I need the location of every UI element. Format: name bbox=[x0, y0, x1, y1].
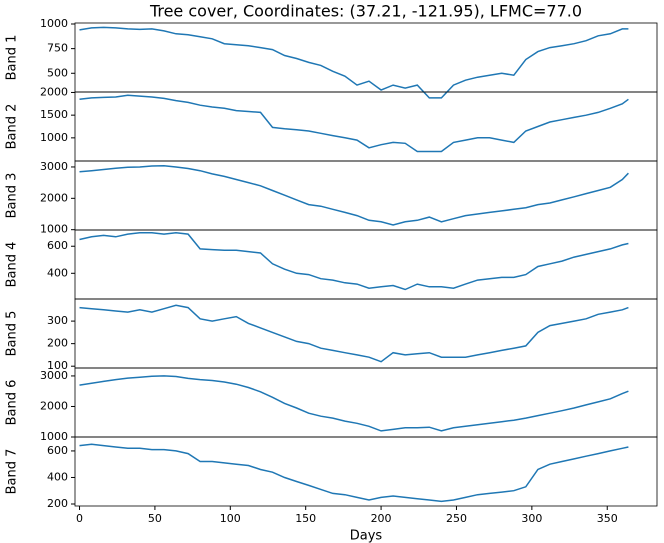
y-tick-label: 1000 bbox=[40, 131, 68, 144]
data-line bbox=[79, 231, 629, 291]
data-line bbox=[79, 164, 629, 226]
y-tick-label: 2000 bbox=[40, 85, 68, 98]
y-tick-label: 1000 bbox=[40, 430, 68, 443]
y-tick-label: 400 bbox=[47, 470, 68, 483]
x-tick-label: 300 bbox=[521, 512, 542, 525]
y-axis-label: Band 2 bbox=[5, 104, 20, 150]
data-line bbox=[79, 26, 629, 99]
y-tick-label: 3000 bbox=[40, 160, 68, 173]
x-axis-label: Days bbox=[350, 529, 383, 543]
y-axis-label: Band 7 bbox=[5, 449, 20, 495]
x-tick-label: 350 bbox=[597, 512, 618, 525]
y-tick-label: 2000 bbox=[40, 191, 68, 204]
data-line bbox=[79, 375, 629, 432]
y-tick-label: 600 bbox=[47, 239, 68, 252]
data-line bbox=[79, 443, 629, 503]
y-tick-label: 1000 bbox=[40, 223, 68, 236]
x-tick-label: 0 bbox=[76, 512, 83, 525]
axes-frame bbox=[74, 229, 658, 300]
y-tick-label: 300 bbox=[47, 314, 68, 327]
y-tick-label: 500 bbox=[47, 66, 68, 79]
y-tick-label: 3000 bbox=[40, 369, 68, 382]
y-tick-label: 200 bbox=[47, 497, 68, 510]
y-tick-label: 600 bbox=[47, 444, 68, 457]
data-line bbox=[79, 304, 629, 363]
y-tick-label: 2000 bbox=[40, 399, 68, 412]
y-axis-label: Band 6 bbox=[5, 380, 20, 426]
data-line bbox=[79, 94, 629, 153]
y-tick-label: 200 bbox=[47, 337, 68, 350]
chart-title: Tree cover, Coordinates: (37.21, -121.95… bbox=[149, 2, 582, 21]
y-tick-label: 750 bbox=[47, 42, 68, 55]
y-axis-label: Band 1 bbox=[5, 35, 20, 81]
x-tick-label: 200 bbox=[371, 512, 392, 525]
y-tick-label: 1000 bbox=[40, 17, 68, 30]
axes-frame bbox=[74, 91, 658, 162]
y-tick-label: 1500 bbox=[40, 108, 68, 121]
x-tick-label: 100 bbox=[220, 512, 241, 525]
x-tick-label: 50 bbox=[148, 512, 162, 525]
x-tick-label: 150 bbox=[295, 512, 316, 525]
y-tick-label: 400 bbox=[47, 266, 68, 279]
y-axis-label: Band 5 bbox=[5, 311, 20, 357]
x-tick-label: 250 bbox=[446, 512, 467, 525]
axes-frame bbox=[74, 367, 658, 438]
y-axis-label: Band 4 bbox=[5, 242, 20, 288]
y-axis-label: Band 3 bbox=[5, 173, 20, 219]
y-tick-label: 100 bbox=[47, 359, 68, 372]
axes-frame bbox=[74, 436, 658, 507]
